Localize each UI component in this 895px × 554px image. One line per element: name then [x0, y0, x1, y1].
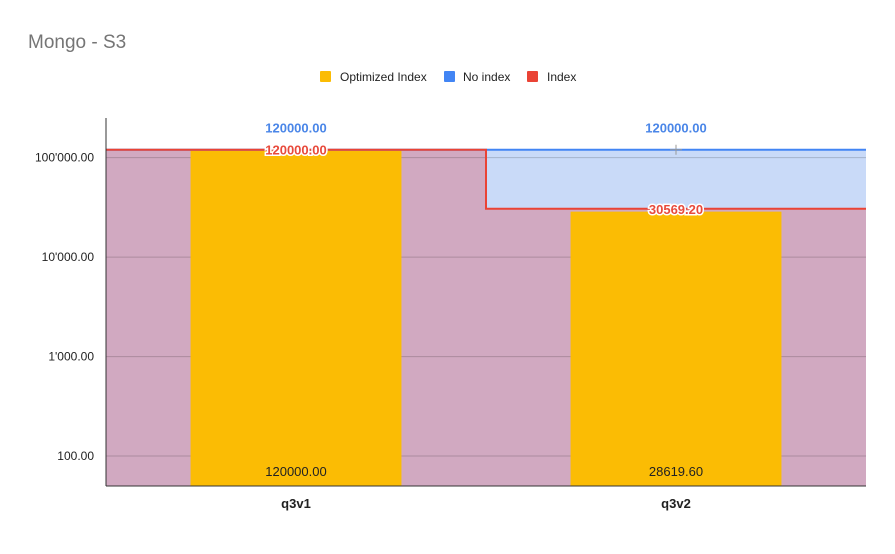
data-label-optimized-index-q3v2: 28619.60	[649, 464, 703, 479]
legend-swatch-index	[527, 71, 538, 82]
legend-item-index[interactable]: Index	[527, 70, 576, 84]
legend-swatch-no-index	[444, 71, 455, 82]
data-label-no-index-q3v2: 120000.00	[645, 121, 706, 136]
y-tick-label: 100'000.00	[35, 151, 94, 165]
chart-title: Mongo - S3	[28, 32, 126, 53]
y-tick-label: 10'000.00	[42, 250, 95, 264]
data-label-optimized-index-q3v1: 120000.00	[265, 464, 326, 479]
bar-optimized-index-q3v2	[570, 211, 782, 487]
legend-swatch-optimized-index	[320, 71, 331, 82]
legend: Optimized Index No index Index	[320, 70, 576, 84]
legend-item-no-index[interactable]: No index	[444, 70, 510, 84]
legend-label-optimized-index: Optimized Index	[340, 70, 427, 84]
data-label-no-index-q3v1: 120000.00	[265, 121, 326, 136]
legend-label-index: Index	[547, 70, 576, 84]
bar-optimized-index-q3v1	[190, 149, 402, 486]
y-tick-label: 1'000.00	[48, 350, 94, 364]
legend-item-optimized-index[interactable]: Optimized Index	[320, 70, 427, 84]
legend-label-no-index: No index	[463, 70, 510, 84]
plot-area: 100.00 1'000.00 10'000.00 100'000.00 q3v1 q3v…	[35, 118, 866, 511]
line-index	[106, 148, 866, 210]
data-label-index-q3v2: 30569.20	[649, 202, 703, 217]
data-label-index-q3v1: 120000.00	[265, 143, 326, 158]
y-tick-label: 100.00	[57, 449, 94, 463]
x-tick-label-q3v2: q3v2	[661, 496, 691, 511]
x-tick-label-q3v1: q3v1	[281, 496, 311, 511]
